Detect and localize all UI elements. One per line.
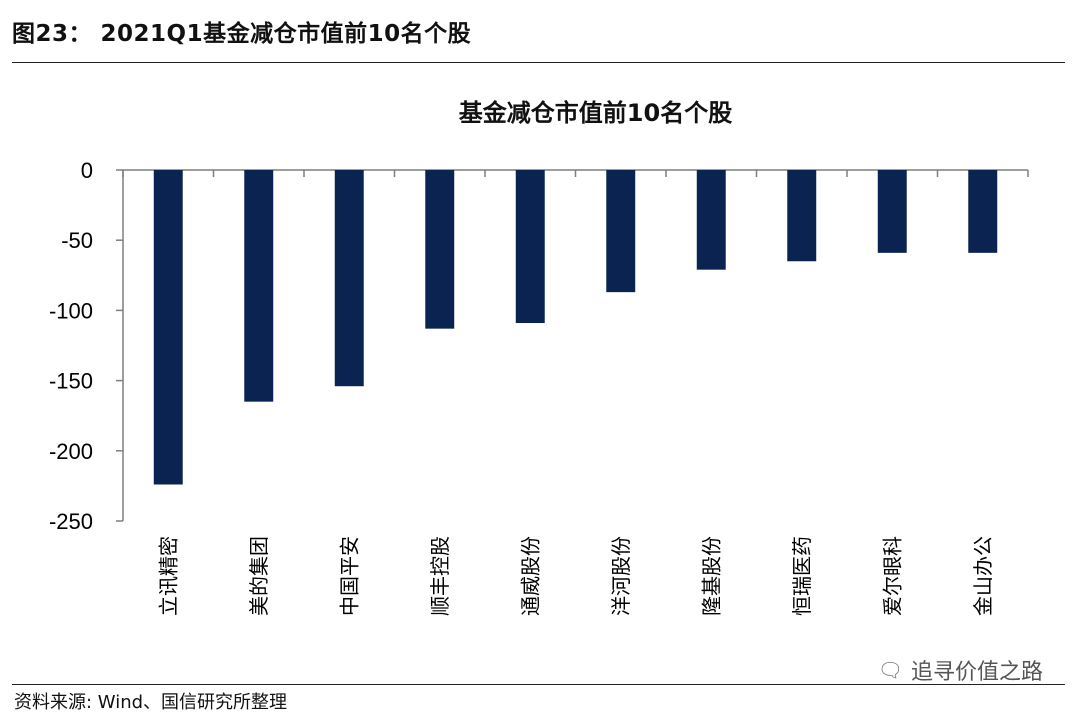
bar (334, 170, 364, 387)
category-label: 立讯精密 (156, 536, 180, 616)
bar (244, 170, 274, 402)
source-note: 资料来源: Wind、国信研究所整理 (14, 692, 288, 713)
bar (877, 170, 907, 253)
bar (696, 170, 726, 270)
figure-header: 图23： 2021Q1基金减仓市值前10名个股 (12, 21, 472, 47)
watermark: 🗨 追寻价值之路 (878, 654, 1043, 686)
y-tick-label: 0 (81, 158, 93, 183)
y-tick-label: -150 (49, 369, 93, 394)
category-label: 金山办公 (971, 536, 995, 616)
category-label: 爱尔眼科 (880, 536, 904, 616)
bar (968, 170, 998, 253)
category-label: 隆基股份 (699, 536, 723, 616)
category-label: 美的集团 (247, 536, 271, 616)
category-label: 恒瑞医药 (790, 536, 814, 616)
bar (606, 170, 636, 293)
y-tick-label: -100 (49, 298, 93, 323)
category-label: 通威股份 (518, 536, 542, 616)
bar (153, 170, 183, 485)
category-label: 洋河股份 (609, 536, 633, 616)
bar (515, 170, 545, 324)
bar (787, 170, 817, 262)
bar (425, 170, 455, 329)
watermark-text: 追寻价值之路 (910, 660, 1043, 685)
category-label: 顺丰控股 (428, 536, 452, 616)
plot-area: 0 -50 -100 -150 -200 -250 立讯精密 美的集团 中国平安 顺丰控股 通威股份… (49, 158, 1029, 616)
category-label: 中国平安 (337, 536, 361, 616)
wechat-icon: 🗨 (877, 658, 903, 682)
y-tick-label: -200 (49, 439, 93, 464)
chart-title: 基金减仓市值前10名个股 (459, 99, 732, 127)
y-tick-label: -50 (61, 228, 93, 253)
top-rule (12, 62, 1065, 63)
y-tick-label: -250 (49, 509, 93, 534)
bottom-rule (12, 684, 1065, 685)
